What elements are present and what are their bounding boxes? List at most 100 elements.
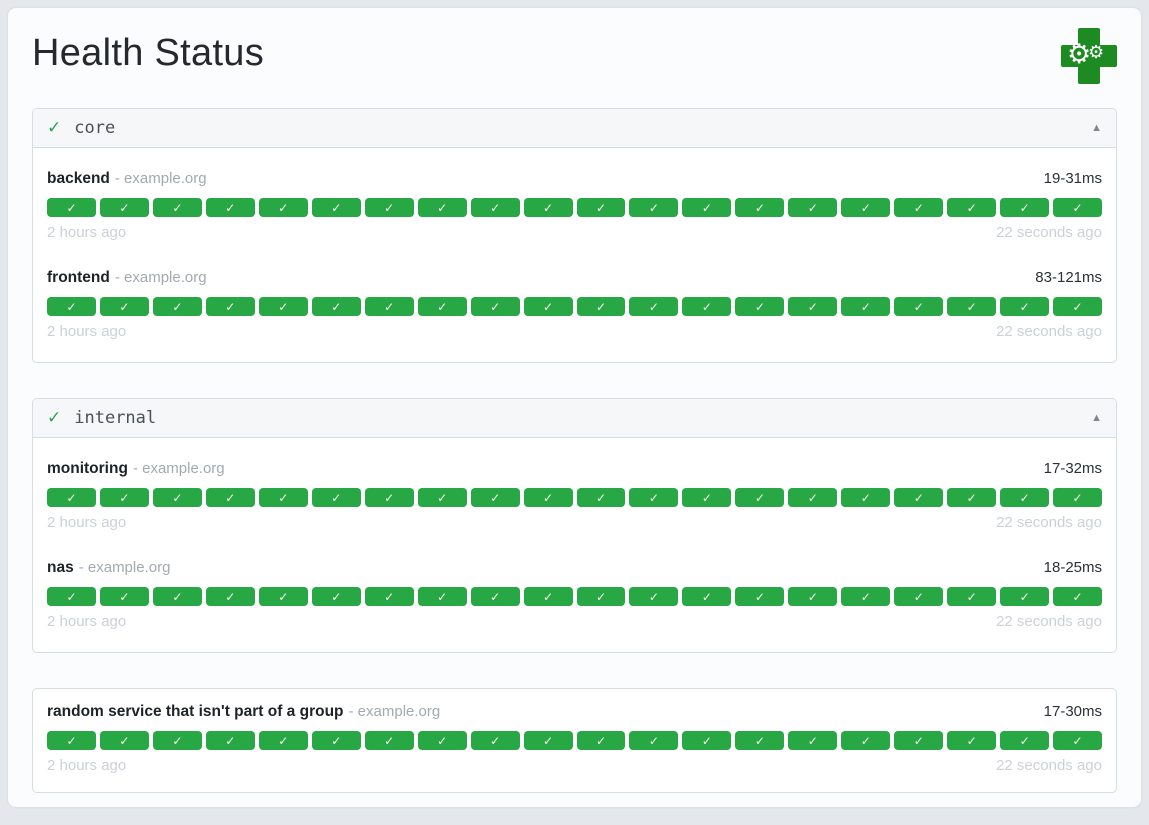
health-badge[interactable]: ✓: [947, 198, 997, 217]
health-badge[interactable]: ✓: [470, 731, 520, 750]
health-badge[interactable]: ✓: [894, 297, 944, 316]
health-badge[interactable]: ✓: [788, 198, 838, 217]
health-badge[interactable]: ✓: [523, 198, 573, 217]
health-badge[interactable]: ✓: [947, 587, 997, 606]
health-badge[interactable]: ✓: [99, 198, 149, 217]
health-badge[interactable]: ✓: [841, 587, 891, 606]
health-badge[interactable]: ✓: [841, 198, 891, 217]
health-badge[interactable]: ✓: [417, 198, 467, 217]
health-badge[interactable]: ✓: [629, 198, 679, 217]
health-badge[interactable]: ✓: [470, 488, 520, 507]
health-badge[interactable]: ✓: [205, 488, 255, 507]
health-badge[interactable]: ✓: [152, 297, 202, 316]
health-badge[interactable]: ✓: [841, 297, 891, 316]
health-badge[interactable]: ✓: [1053, 198, 1103, 217]
health-badge[interactable]: ✓: [894, 198, 944, 217]
health-badge[interactable]: ✓: [841, 488, 891, 507]
health-badge[interactable]: ✓: [947, 297, 997, 316]
health-badge[interactable]: ✓: [841, 731, 891, 750]
health-badge[interactable]: ✓: [205, 198, 255, 217]
health-badge[interactable]: ✓: [894, 731, 944, 750]
health-badge[interactable]: ✓: [311, 198, 361, 217]
health-badge[interactable]: ✓: [417, 731, 467, 750]
health-badge[interactable]: ✓: [735, 297, 785, 316]
health-badge[interactable]: ✓: [205, 587, 255, 606]
health-badge[interactable]: ✓: [523, 488, 573, 507]
health-badge[interactable]: ✓: [417, 297, 467, 316]
health-badge[interactable]: ✓: [947, 488, 997, 507]
health-badge[interactable]: ✓: [1000, 488, 1050, 507]
health-badge[interactable]: ✓: [99, 731, 149, 750]
health-badge[interactable]: ✓: [152, 488, 202, 507]
health-badge[interactable]: ✓: [682, 731, 732, 750]
health-badge[interactable]: ✓: [947, 731, 997, 750]
health-badge[interactable]: ✓: [894, 587, 944, 606]
health-badge[interactable]: ✓: [1000, 731, 1050, 750]
group-header[interactable]: ✓ internal ▲: [33, 399, 1116, 438]
health-badge[interactable]: ✓: [576, 297, 626, 316]
health-badge[interactable]: ✓: [894, 488, 944, 507]
health-badge[interactable]: ✓: [629, 731, 679, 750]
health-badge[interactable]: ✓: [364, 198, 414, 217]
health-badge[interactable]: ✓: [629, 587, 679, 606]
health-badge[interactable]: ✓: [682, 297, 732, 316]
health-badge[interactable]: ✓: [735, 198, 785, 217]
health-badge[interactable]: ✓: [629, 488, 679, 507]
health-badge[interactable]: ✓: [576, 198, 626, 217]
health-badge[interactable]: ✓: [470, 587, 520, 606]
health-badge[interactable]: ✓: [682, 488, 732, 507]
health-badge[interactable]: ✓: [364, 587, 414, 606]
health-badge[interactable]: ✓: [258, 587, 308, 606]
health-badge[interactable]: ✓: [470, 198, 520, 217]
collapse-caret-icon[interactable]: ▲: [1091, 122, 1102, 134]
health-badge[interactable]: ✓: [576, 488, 626, 507]
health-badge[interactable]: ✓: [47, 297, 96, 316]
health-badge[interactable]: ✓: [735, 731, 785, 750]
health-badge[interactable]: ✓: [258, 488, 308, 507]
health-badge[interactable]: ✓: [311, 488, 361, 507]
health-badge[interactable]: ✓: [523, 731, 573, 750]
health-badge[interactable]: ✓: [364, 488, 414, 507]
health-badge[interactable]: ✓: [1000, 297, 1050, 316]
health-badge[interactable]: ✓: [47, 731, 96, 750]
health-badge[interactable]: ✓: [364, 731, 414, 750]
health-badge[interactable]: ✓: [523, 297, 573, 316]
health-badge[interactable]: ✓: [417, 488, 467, 507]
health-badge[interactable]: ✓: [205, 731, 255, 750]
health-badge[interactable]: ✓: [788, 297, 838, 316]
health-badge[interactable]: ✓: [788, 731, 838, 750]
health-badge[interactable]: ✓: [1053, 488, 1103, 507]
health-badge[interactable]: ✓: [47, 198, 96, 217]
health-badge[interactable]: ✓: [311, 731, 361, 750]
health-badge[interactable]: ✓: [99, 587, 149, 606]
health-badge[interactable]: ✓: [417, 587, 467, 606]
health-badge[interactable]: ✓: [1053, 731, 1103, 750]
health-badge[interactable]: ✓: [576, 587, 626, 606]
health-badge[interactable]: ✓: [735, 488, 785, 507]
health-badge[interactable]: ✓: [682, 198, 732, 217]
group-header[interactable]: ✓ core ▲: [33, 109, 1116, 148]
health-badge[interactable]: ✓: [152, 587, 202, 606]
health-badge[interactable]: ✓: [152, 731, 202, 750]
health-badge[interactable]: ✓: [47, 488, 96, 507]
health-badge[interactable]: ✓: [788, 587, 838, 606]
health-badge[interactable]: ✓: [258, 198, 308, 217]
health-badge[interactable]: ✓: [258, 731, 308, 750]
health-badge[interactable]: ✓: [99, 488, 149, 507]
collapse-caret-icon[interactable]: ▲: [1091, 412, 1102, 424]
health-badge[interactable]: ✓: [99, 297, 149, 316]
health-badge[interactable]: ✓: [1053, 297, 1103, 316]
health-badge[interactable]: ✓: [629, 297, 679, 316]
health-badge[interactable]: ✓: [311, 587, 361, 606]
health-badge[interactable]: ✓: [576, 731, 626, 750]
health-badge[interactable]: ✓: [47, 587, 96, 606]
health-badge[interactable]: ✓: [682, 587, 732, 606]
health-badge[interactable]: ✓: [1000, 587, 1050, 606]
health-badge[interactable]: ✓: [470, 297, 520, 316]
health-badge[interactable]: ✓: [1000, 198, 1050, 217]
health-badge[interactable]: ✓: [788, 488, 838, 507]
health-badge[interactable]: ✓: [152, 198, 202, 217]
health-badge[interactable]: ✓: [364, 297, 414, 316]
health-badge[interactable]: ✓: [523, 587, 573, 606]
health-badge[interactable]: ✓: [311, 297, 361, 316]
